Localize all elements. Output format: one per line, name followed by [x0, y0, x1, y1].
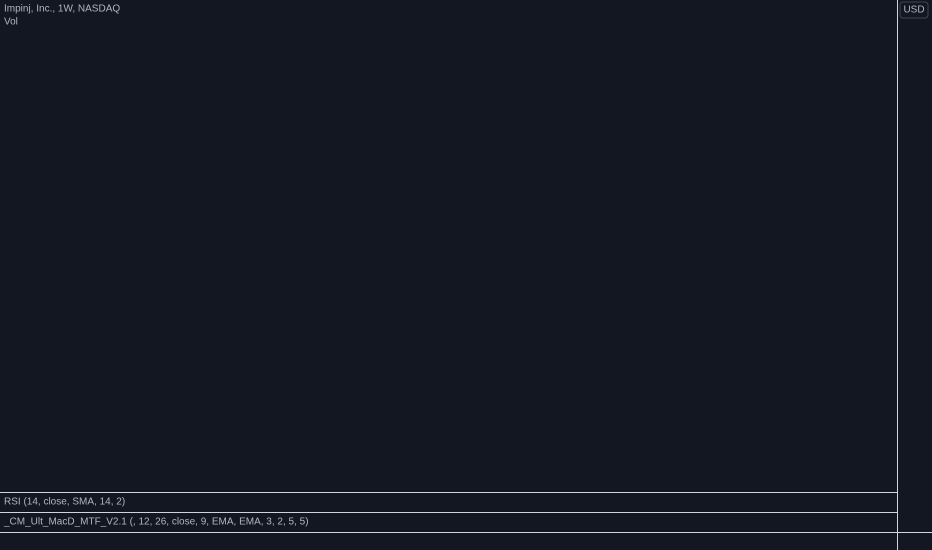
- chart-title: Impinj, Inc., 1W, NASDAQ: [4, 4, 120, 15]
- currency[interactable]: USD: [903, 5, 924, 16]
- macd-label: _CM_Ult_MacD_MTF_V2.1 (, 12, 26, close, …: [3, 517, 309, 528]
- rsi-label: RSI (14, close, SMA, 14, 2): [4, 497, 125, 508]
- currency-button[interactable]: [899, 1, 929, 19]
- volume-label: Vol: [4, 17, 18, 28]
